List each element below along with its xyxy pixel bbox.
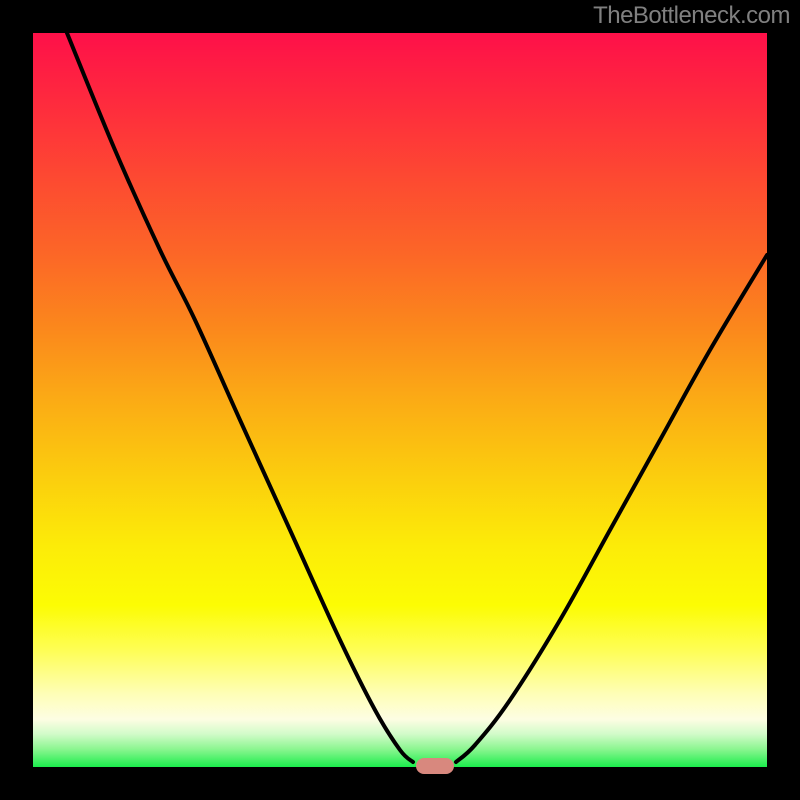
chart-container: TheBottleneck.com xyxy=(0,0,800,800)
plot-area xyxy=(33,33,767,767)
bottleneck-chart xyxy=(0,0,800,800)
optimum-marker xyxy=(416,758,454,774)
watermark-text: TheBottleneck.com xyxy=(593,2,790,30)
